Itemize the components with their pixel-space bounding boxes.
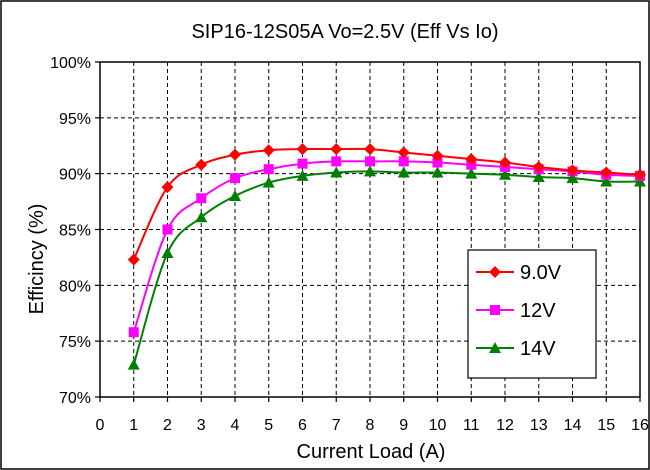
x-tick-label: 8 (366, 417, 375, 434)
x-tick-label: 16 (631, 417, 649, 434)
x-axis: 0 1 2 3 4 5 6 7 8 9 10 11 12 13 14 15 16 (96, 397, 649, 434)
data-point (499, 156, 511, 169)
data-point (532, 160, 545, 173)
x-tick-label: 4 (231, 417, 240, 434)
legend-marker (489, 266, 501, 278)
x-tick-label: 15 (597, 417, 615, 434)
x-tick-label: 2 (163, 417, 172, 434)
data-point (566, 172, 579, 184)
data-point (296, 169, 309, 181)
legend-marker (490, 305, 500, 315)
data-point (229, 190, 241, 201)
data-point (296, 143, 309, 156)
legend-marker (489, 342, 501, 353)
data-point (397, 146, 410, 159)
data-point (262, 176, 275, 188)
data-point (499, 168, 511, 180)
data-point (330, 166, 343, 178)
y-tick-label: 75% (59, 334, 91, 351)
x-tick-label: 0 (96, 417, 105, 434)
legend-label: 9.0V (520, 262, 562, 284)
x-tick-label: 10 (429, 417, 447, 434)
data-point (331, 156, 342, 167)
series-line (132, 170, 641, 365)
data-point (398, 156, 409, 167)
data-point (364, 165, 376, 177)
data-point (566, 164, 579, 177)
y-tick-label: 85% (59, 223, 91, 240)
data-point (364, 143, 376, 156)
data-point (432, 157, 443, 168)
data-point (532, 171, 545, 183)
data-point (365, 156, 375, 167)
data-point (397, 166, 410, 178)
series-14V (127, 165, 646, 370)
data-point (196, 193, 207, 204)
legend: 9.0V 12V 14V (467, 249, 597, 379)
data-point (330, 143, 343, 156)
data-point (127, 253, 140, 266)
data-point (297, 158, 308, 169)
legend-label: 12V (520, 300, 556, 322)
data-point (229, 148, 241, 161)
series-line (132, 160, 641, 333)
x-tick-label: 13 (530, 417, 548, 434)
x-tick-label: 12 (496, 417, 514, 434)
data-point (600, 166, 613, 179)
y-tick-label: 90% (59, 167, 91, 184)
y-axis: 70% 75% 80% 85% 90% 95% 100% (50, 55, 100, 407)
data-point (431, 166, 444, 178)
data-point (634, 168, 646, 181)
data-point (161, 246, 174, 258)
data-point (600, 175, 613, 187)
data-point (465, 153, 478, 166)
data-point (195, 211, 208, 223)
series-line (132, 147, 641, 261)
series-9.0V (127, 143, 646, 266)
y-tick-label: 100% (50, 55, 91, 72)
x-tick-label: 11 (463, 417, 480, 434)
y-tick-label: 70% (59, 390, 91, 407)
chart-title: SIP16-12S05A Vo=2.5V (Eff Vs Io) (191, 21, 498, 43)
x-tick-label: 7 (332, 417, 341, 434)
x-tick-label: 3 (197, 417, 206, 434)
data-point (431, 149, 444, 162)
data-point (128, 327, 139, 338)
x-tick-label: 14 (564, 417, 582, 434)
data-point (465, 167, 478, 179)
data-point (195, 158, 208, 171)
data-point (230, 173, 240, 184)
data-point (262, 144, 275, 157)
y-tick-label: 80% (59, 278, 91, 295)
y-tick-label: 95% (59, 111, 91, 128)
data-point (127, 358, 140, 370)
series-group (127, 143, 646, 370)
data-point (634, 175, 646, 187)
data-point (263, 164, 274, 175)
legend-label: 14V (520, 338, 556, 360)
data-point (161, 181, 174, 194)
x-tick-label: 9 (399, 417, 408, 434)
x-tick-label: 5 (264, 417, 273, 434)
data-point (162, 224, 173, 235)
x-axis-title: Current Load (A) (297, 441, 446, 463)
x-tick-label: 6 (298, 417, 307, 434)
x-tick-label: 1 (129, 417, 138, 434)
y-axis-title: Efficincy (%) (26, 204, 48, 315)
